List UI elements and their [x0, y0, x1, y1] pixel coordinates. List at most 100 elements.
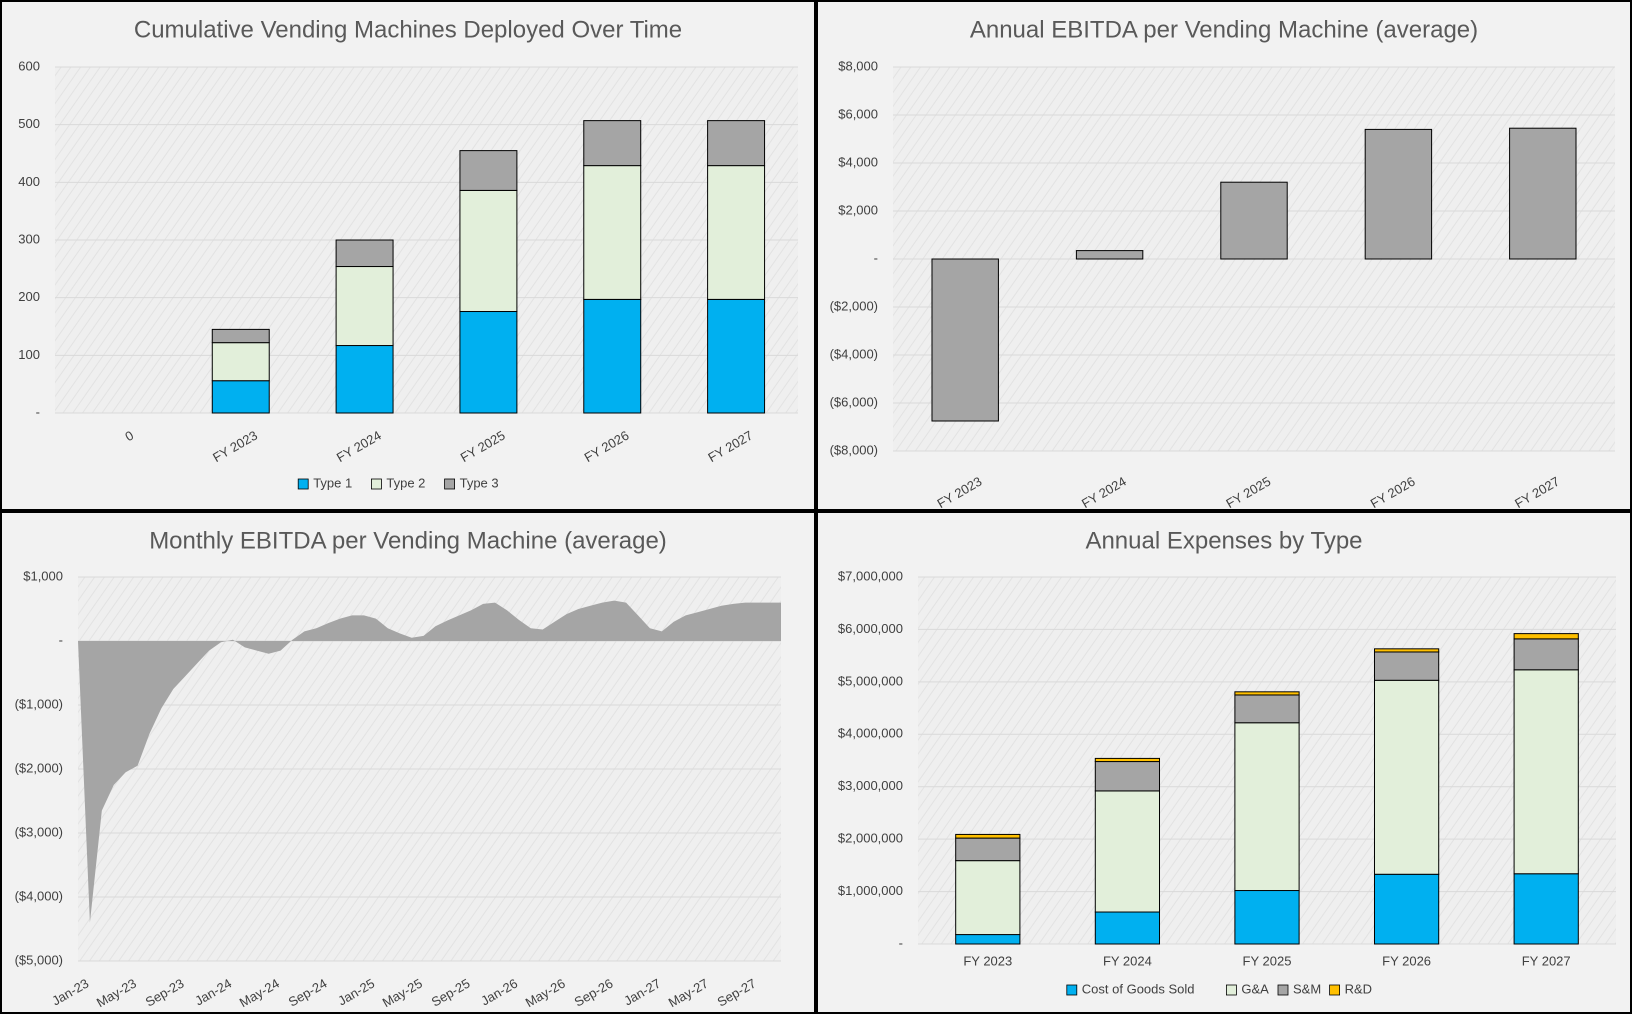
- legend-swatch: [370, 478, 382, 490]
- bar-type-1: [211, 380, 270, 414]
- legend-item: Type 1: [297, 475, 352, 490]
- bar-g-a: [955, 860, 1021, 936]
- y-tick-label: ($4,000): [830, 346, 878, 361]
- y-tick-label: 400: [18, 174, 40, 189]
- y-tick-label: $2,000: [838, 202, 878, 217]
- x-tick-label: FY 2025: [1243, 953, 1292, 968]
- bar-cost-of-goods-sold: [1094, 911, 1161, 945]
- chart-annual-expenses: Annual Expenses by Type - $1,000,000 $2,000…: [816, 511, 1632, 1014]
- x-tick-label: FY 2026: [1382, 953, 1431, 968]
- bar-r-d: [955, 833, 1021, 839]
- bar-type-2: [707, 165, 766, 300]
- area-series: [78, 600, 781, 923]
- legend-item: S&M: [1277, 981, 1321, 996]
- legend-label: S&M: [1293, 981, 1321, 996]
- bar-value: [1220, 181, 1288, 260]
- bar-cost-of-goods-sold: [955, 934, 1021, 945]
- y-tick-label: -: [899, 935, 903, 950]
- bar-type-2: [335, 266, 394, 347]
- bar-r-d: [1234, 691, 1300, 696]
- y-tick-label: ($6,000): [830, 394, 878, 409]
- legend-label: Type 3: [460, 475, 499, 490]
- bar-type-3: [335, 239, 394, 268]
- bar-type-1: [583, 298, 642, 414]
- legend-item: Cost of Goods Sold: [1066, 981, 1195, 996]
- y-tick-label: $5,000,000: [838, 673, 903, 688]
- legend-swatch: [1277, 984, 1289, 996]
- bar-s-m: [1373, 651, 1440, 681]
- bar-type-3: [707, 120, 766, 167]
- legend-swatch: [1066, 984, 1078, 996]
- chart-title: Monthly EBITDA per Vending Machine (aver…: [149, 527, 667, 554]
- bar-s-m: [955, 837, 1021, 862]
- bar-type-1: [335, 345, 394, 414]
- y-tick-label: ($2,000): [830, 298, 878, 313]
- legend-swatch: [1329, 984, 1340, 996]
- y-tick-label: $1,000,000: [838, 883, 903, 898]
- y-tick-label: -: [36, 404, 40, 419]
- bar-value: [1075, 250, 1144, 260]
- bar-type-3: [583, 120, 642, 167]
- bar-r-d: [1373, 648, 1440, 653]
- legend-label: G&A: [1241, 981, 1269, 996]
- bar-type-1: [707, 298, 766, 414]
- y-tick-label: 100: [18, 347, 40, 362]
- x-tick-label: FY 2027: [1522, 953, 1571, 968]
- bar-s-m: [1513, 638, 1579, 671]
- y-tick-label: -: [874, 250, 878, 265]
- bar-s-m: [1234, 694, 1300, 724]
- y-tick-label: $6,000: [838, 106, 878, 121]
- bar-cost-of-goods-sold: [1513, 873, 1579, 945]
- bar-g-a: [1373, 679, 1440, 875]
- y-tick-label: $7,000,000: [838, 568, 903, 583]
- legend-swatch: [444, 478, 456, 490]
- x-tick-label: FY 2023: [963, 953, 1012, 968]
- y-tick-label: $2,000,000: [838, 831, 903, 846]
- y-tick-label: -: [59, 632, 63, 647]
- legend-item: G&A: [1226, 981, 1269, 996]
- legend-label: Type 1: [313, 475, 352, 490]
- bar-r-d: [1513, 633, 1579, 640]
- bar-s-m: [1094, 761, 1161, 792]
- bar-cost-of-goods-sold: [1373, 873, 1440, 945]
- y-tick-label: ($3,000): [15, 824, 63, 839]
- y-tick-label: ($5,000): [15, 952, 63, 967]
- x-tick-label: FY 2024: [1103, 953, 1152, 968]
- bar-g-a: [1094, 790, 1161, 913]
- legend-item: Type 3: [444, 475, 499, 490]
- bar-r-d: [1094, 757, 1161, 763]
- y-tick-label: $4,000: [838, 154, 878, 169]
- bar-g-a: [1234, 722, 1300, 892]
- legend-label: Type 2: [386, 475, 425, 490]
- bar-type-2: [211, 342, 270, 382]
- y-tick-label: $3,000,000: [838, 778, 903, 793]
- y-tick-label: 200: [18, 289, 40, 304]
- bar-value: [1509, 127, 1577, 260]
- bar-value: [931, 258, 999, 422]
- legend-swatch: [1226, 984, 1237, 996]
- y-tick-label: $1,000: [23, 568, 63, 583]
- y-tick-label: 600: [18, 58, 40, 73]
- chart-annual-ebitda: Annual EBITDA per Vending Machine (avera…: [816, 0, 1632, 511]
- y-tick-label: ($1,000): [15, 696, 63, 711]
- y-tick-label: ($8,000): [830, 442, 878, 457]
- bar-type-3: [459, 150, 518, 191]
- bar-type-3: [211, 328, 270, 344]
- legend-label: Cost of Goods Sold: [1082, 981, 1195, 996]
- y-tick-label: $6,000,000: [838, 621, 903, 636]
- legend-swatch: [297, 478, 309, 490]
- chart-title: Cumulative Vending Machines Deployed Ove…: [134, 16, 682, 43]
- legend-item: Type 2: [370, 475, 425, 490]
- y-tick-label: 300: [18, 231, 40, 246]
- y-tick-label: $8,000: [838, 58, 878, 73]
- y-tick-label: ($4,000): [15, 888, 63, 903]
- legend-item: R&D: [1329, 981, 1372, 996]
- bar-type-2: [583, 165, 642, 300]
- y-tick-label: ($2,000): [15, 760, 63, 775]
- legend-label: R&D: [1345, 981, 1372, 996]
- y-tick-label: $4,000,000: [838, 726, 903, 741]
- bar-value: [1364, 128, 1433, 260]
- bar-type-2: [459, 189, 518, 313]
